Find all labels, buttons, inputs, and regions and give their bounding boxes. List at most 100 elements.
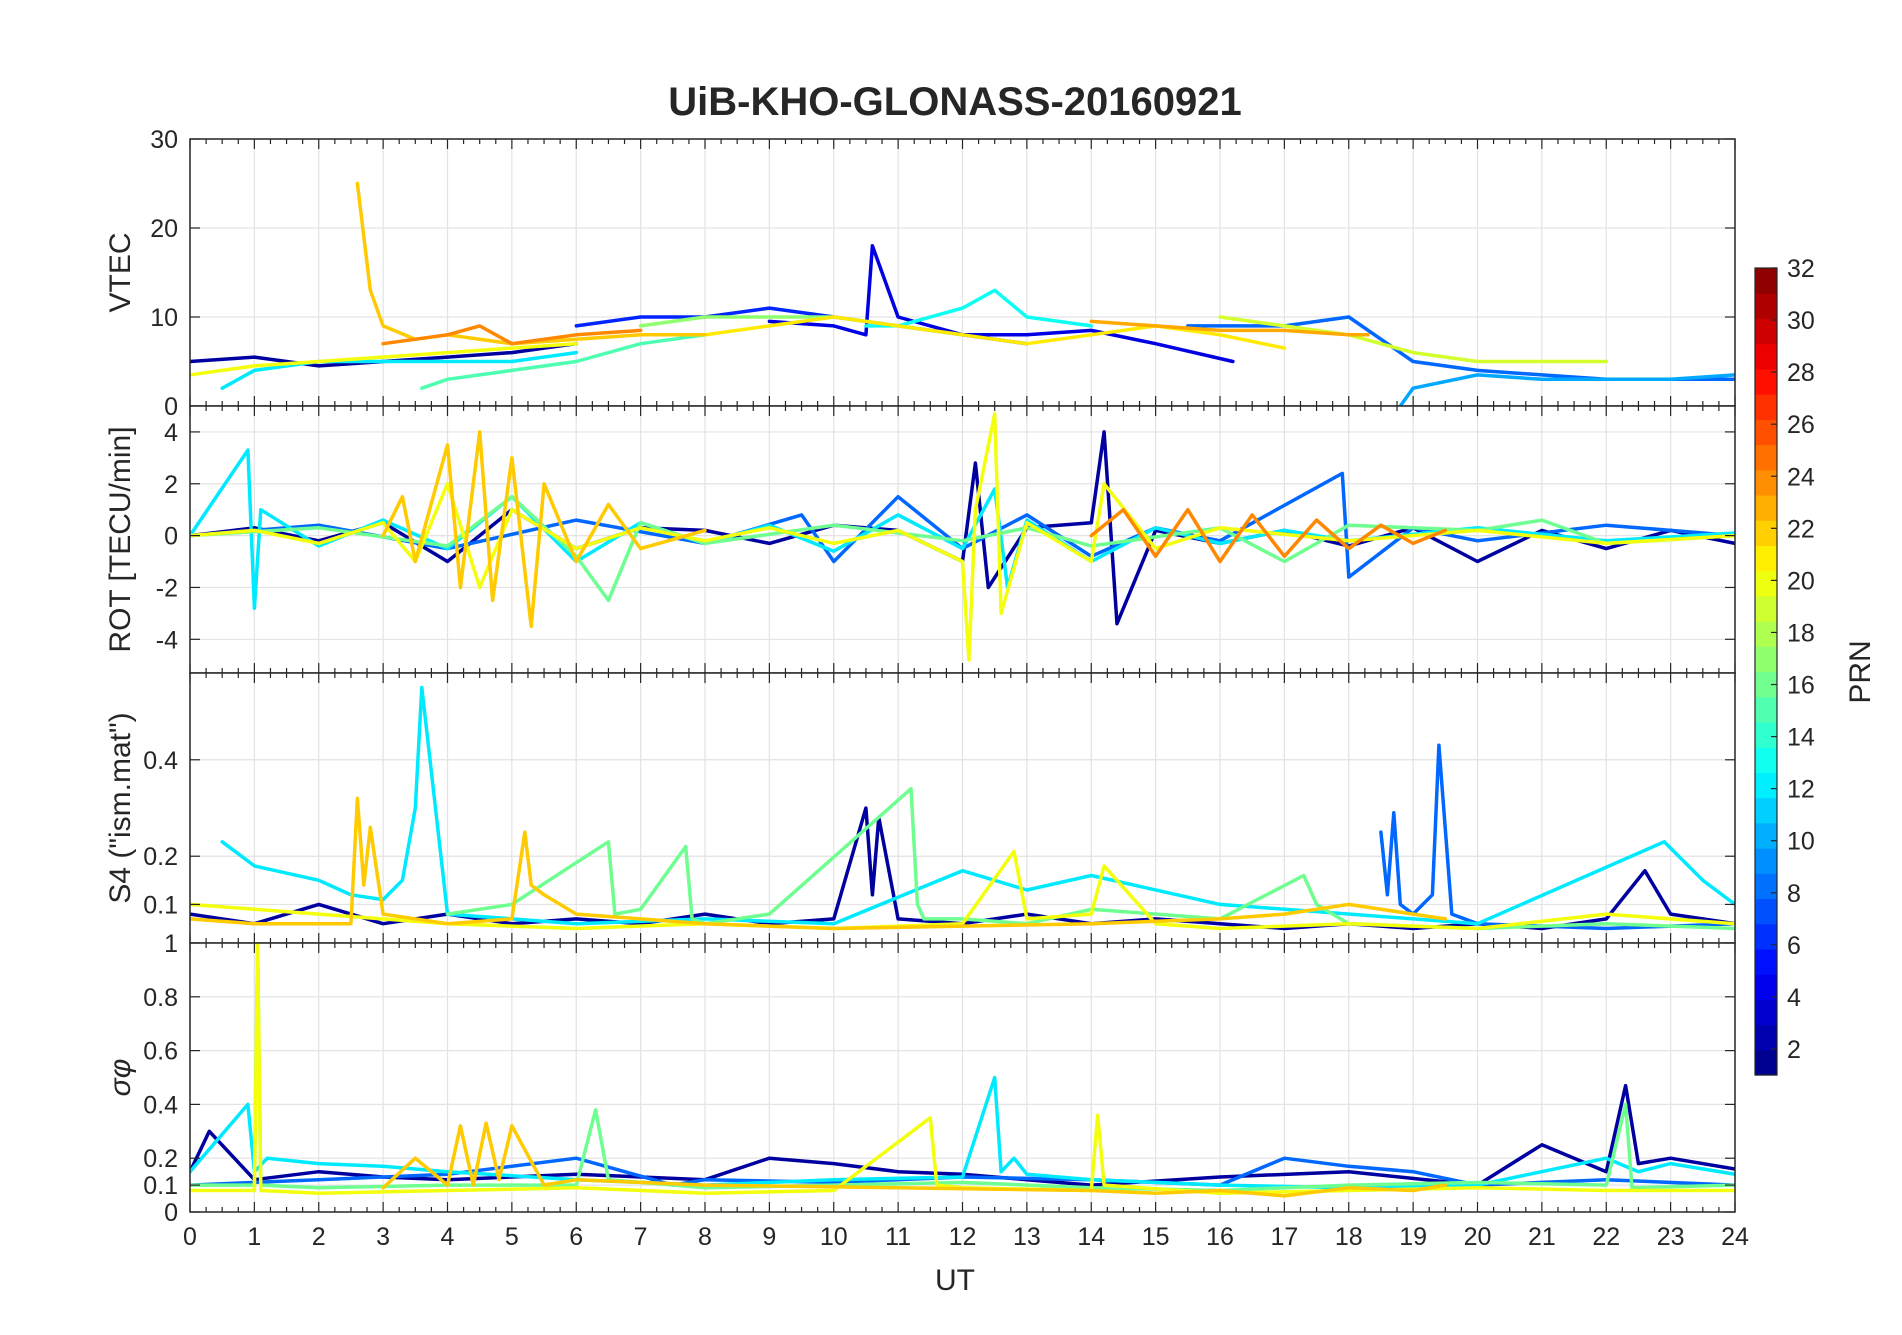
x-tick-label: 20	[1464, 1223, 1492, 1251]
colorbar-segment	[1755, 671, 1777, 698]
panel-vtec: 0 10 20 30 VTEC	[104, 126, 1736, 421]
x-tick-label: 2	[312, 1223, 326, 1251]
colorbar-tick-label: 22	[1787, 515, 1815, 543]
series-prn-12	[220, 685, 1735, 926]
x-axis-label: UT	[935, 1264, 975, 1297]
colorbar-segment	[1755, 898, 1777, 925]
colorbar-segment	[1755, 268, 1777, 294]
series-prn-23	[1089, 319, 1370, 337]
series-prn-24	[381, 324, 643, 346]
panel-s4: 0.1 0.2 0.4S4 ("ism.mat")	[104, 672, 1736, 944]
y-tick-label: 0.2	[143, 843, 178, 871]
series-prn-22	[381, 430, 707, 629]
y-tick-label: 10	[150, 304, 178, 332]
y-tick-label: 0.1	[143, 891, 178, 919]
x-tick-label: 12	[949, 1223, 977, 1251]
colorbar-segment	[1755, 873, 1777, 900]
x-tick-label: 22	[1592, 1223, 1620, 1251]
y-tick-label: 0	[164, 393, 178, 421]
x-tick-label: 21	[1528, 1223, 1556, 1251]
colorbar-tick-label: 18	[1787, 619, 1815, 647]
series-prn-12	[220, 350, 579, 390]
colorbar-segment	[1755, 772, 1777, 799]
colorbar-segment	[1755, 999, 1777, 1026]
colorbar-tick-label: 20	[1787, 567, 1815, 595]
colorbar-tick-label: 28	[1787, 359, 1815, 387]
x-tick-label: 23	[1657, 1223, 1685, 1251]
x-tick-label: 11	[885, 1223, 911, 1251]
y-tick-label: 0.6	[143, 1038, 178, 1066]
colorbar-tick-label: 32	[1787, 255, 1815, 283]
series-prn-19	[1218, 315, 1609, 364]
x-tick-label: 14	[1077, 1223, 1105, 1251]
x-tick-label: 15	[1142, 1223, 1170, 1251]
y-axis-label-vtec: VTEC	[104, 232, 137, 312]
series-prn-4	[767, 244, 1235, 364]
colorbar-segment	[1755, 646, 1777, 673]
y-tick-label: 1	[164, 930, 178, 958]
x-tick-label: 10	[820, 1223, 848, 1251]
panel-rot: -4 -2 0 2 4 ROT [TECU/min]	[104, 405, 1736, 674]
series-prn-24	[1089, 507, 1448, 564]
x-tick-label: 3	[376, 1223, 390, 1251]
colorbar-segment	[1755, 696, 1777, 723]
colorbar-segment	[1755, 848, 1777, 874]
colorbar-segment	[1755, 494, 1777, 521]
series-group	[190, 685, 1735, 931]
y-tick-label: 20	[150, 215, 178, 243]
x-tick-label: 1	[247, 1223, 261, 1251]
y-tick-label: 0.1	[143, 1172, 178, 1200]
y-tick-label: 2	[164, 471, 178, 499]
y-axis-label-s4: S4 ("ism.mat")	[104, 712, 137, 903]
y-tick-label: 30	[150, 126, 178, 154]
x-tick-label: 4	[441, 1223, 455, 1251]
series-prn-8	[190, 1156, 1735, 1187]
colorbar-segment	[1755, 974, 1777, 1000]
x-axis-tick-labels: 0 1 2 3 4 5 6 7 8 9 10 11 12 13 14 15 16 17 18 19 20 21 22 23 24	[183, 1223, 1749, 1251]
x-tick-label: 18	[1335, 1223, 1363, 1251]
colorbar-label: PRN	[1844, 640, 1877, 703]
series-prn-10	[1398, 373, 1735, 406]
y-tick-label: 0.2	[143, 1145, 178, 1173]
x-tick-label: 24	[1721, 1223, 1749, 1251]
colorbar-segment	[1755, 1049, 1777, 1076]
series-prn-20	[190, 849, 1735, 931]
series-prn-2	[190, 430, 1735, 626]
colorbar-tick-label: 14	[1787, 724, 1815, 752]
x-tick-label: 6	[569, 1223, 583, 1251]
colorbar-tick-label: 4	[1787, 984, 1801, 1012]
y-axis-label-sigma_phi: σφ	[104, 1059, 137, 1097]
chart-title: UiB-KHO-GLONASS-20160921	[668, 80, 1242, 124]
y-tick-label: 0	[164, 1199, 178, 1227]
x-tick-label: 16	[1206, 1223, 1234, 1251]
colorbar-segment	[1755, 343, 1777, 370]
y-tick-label: 0.4	[143, 1091, 178, 1119]
colorbar-tick-label: 26	[1787, 411, 1815, 439]
panel-sigma_phi: 00.10.2 0.4 0.6 0.8 1 σφ	[104, 930, 1736, 1227]
colorbar-segment	[1755, 1024, 1777, 1051]
x-tick-label: 19	[1399, 1223, 1427, 1251]
colorbar-segment	[1755, 570, 1777, 597]
colorbar-segment	[1755, 520, 1777, 547]
colorbar-tick-label: 6	[1787, 932, 1801, 960]
colorbar-segment	[1755, 948, 1777, 975]
colorbar-segment	[1755, 923, 1777, 950]
y-tick-label: 4	[164, 419, 178, 447]
colorbar-tick-label: 16	[1787, 672, 1815, 700]
y-tick-label: 0.4	[143, 747, 178, 775]
x-tick-label: 8	[698, 1223, 712, 1251]
colorbar-segment	[1755, 721, 1777, 748]
series-prn-20	[190, 412, 1735, 662]
series-group	[190, 181, 1735, 406]
series-group	[190, 943, 1735, 1198]
series-prn-21	[703, 315, 1287, 350]
y-tick-label: -4	[156, 626, 178, 654]
colorbar-segment	[1755, 368, 1777, 395]
x-tick-label: 13	[1013, 1223, 1041, 1251]
x-tick-label: 7	[634, 1223, 648, 1251]
series-prn-22	[190, 796, 1448, 931]
y-tick-label: -2	[156, 574, 178, 602]
colorbar-segment	[1755, 595, 1777, 622]
